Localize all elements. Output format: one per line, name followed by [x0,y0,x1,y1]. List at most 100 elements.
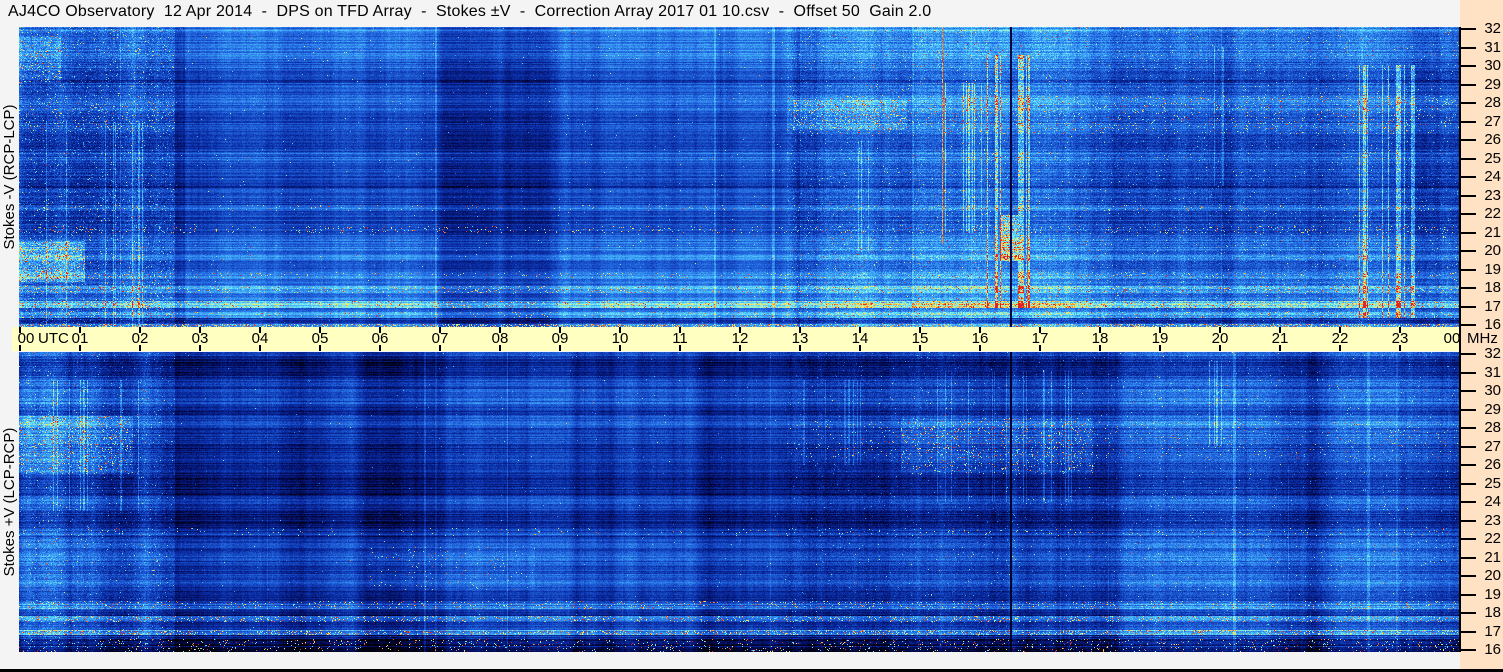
freq-label: 31 [1484,364,1501,381]
freq-tick [1460,594,1476,596]
utc-axis-label: UTC [38,330,69,347]
hour-label: 17 [1031,330,1049,347]
time-tick-top [679,327,681,333]
freq-label: 17 [1484,623,1501,640]
freq-label: 29 [1484,76,1501,93]
freq-label: 23 [1484,512,1501,529]
freq-label: 16 [1484,641,1501,658]
time-tick-bottom [379,345,381,351]
freq-label: 30 [1484,382,1501,399]
freq-label: 29 [1484,401,1501,418]
hour-label: 08 [491,330,509,347]
hour-label: 02 [131,330,149,347]
time-tick-top [319,327,321,333]
freq-label: 21 [1484,224,1501,241]
freq-label: 19 [1484,261,1501,278]
hour-label: 01 [71,330,89,347]
freq-tick [1460,575,1476,577]
freq-label: 25 [1484,475,1501,492]
time-tick-bottom [859,345,861,351]
time-tick-bottom [259,345,261,351]
time-tick-top [1279,327,1281,333]
freq-label: 16 [1484,316,1501,333]
freq-label: 20 [1484,567,1501,584]
time-tick-top [979,327,981,333]
time-tick-bottom [499,345,501,351]
freq-tick [1460,483,1476,485]
time-tick-top [139,327,141,333]
time-tick-bottom [619,345,621,351]
time-tick-bottom [1459,345,1461,351]
time-tick-top [739,327,741,333]
freq-label: 18 [1484,604,1501,621]
freq-label: 23 [1484,187,1501,204]
time-tick-bottom [1159,345,1161,351]
time-tick-bottom [199,345,201,351]
hour-label: 07 [431,330,449,347]
time-tick-top [439,327,441,333]
time-tick-bottom [739,345,741,351]
freq-label: 30 [1484,57,1501,74]
time-tick-top [499,327,501,333]
freq-tick [1460,649,1476,651]
time-tick-bottom [1279,345,1281,351]
time-tick-bottom [1039,345,1041,351]
time-tick-top [199,327,201,333]
freq-tick [1460,195,1476,197]
time-tick-bottom [1339,345,1341,351]
hour-label: 11 [672,330,688,347]
freq-label: 20 [1484,242,1501,259]
hour-label: 16 [971,330,989,347]
hour-label: 04 [251,330,269,347]
freq-tick [1460,287,1476,289]
freq-tick [1460,121,1476,123]
freq-tick [1460,176,1476,178]
time-tick-bottom [919,345,921,351]
hour-label: 05 [311,330,329,347]
time-tick-bottom [979,345,981,351]
spectrogram-panel-stokes-plus-v [19,352,1460,652]
panel-label-stokes-plus-v: Stokes +V (LCP-RCP) [1,427,18,577]
time-tick-top [619,327,621,333]
freq-tick [1460,269,1476,271]
freq-label: 25 [1484,150,1501,167]
time-tick-top [1099,327,1101,333]
freq-tick [1460,250,1476,252]
hour-label: 19 [1151,330,1169,347]
time-tick-top [919,327,921,333]
freq-label: 26 [1484,456,1501,473]
freq-label: 28 [1484,94,1501,111]
hour-label: 09 [551,330,569,347]
hour-label: 22 [1331,330,1349,347]
hour-label: 12 [731,330,749,347]
freq-label: 24 [1484,168,1501,185]
freq-tick [1460,557,1476,559]
time-tick-top [859,327,861,333]
freq-tick [1460,47,1476,49]
freq-tick [1460,84,1476,86]
freq-tick [1460,372,1476,374]
freq-tick [1460,65,1476,67]
time-tick-bottom [19,345,21,351]
freq-tick [1460,612,1476,614]
time-tick-top [379,327,381,333]
freq-label: 24 [1484,493,1501,510]
freq-tick [1460,232,1476,234]
hour-label: 00 [17,330,35,347]
mhz-axis-label: MHz [1467,330,1498,347]
freq-label: 27 [1484,438,1501,455]
time-axis-strip [12,327,1460,351]
freq-label: 28 [1484,419,1501,436]
freq-tick [1460,427,1476,429]
freq-tick [1460,464,1476,466]
time-tick-top [1459,327,1461,333]
freq-tick [1460,324,1476,326]
time-tick-bottom [439,345,441,351]
freq-label: 27 [1484,113,1501,130]
time-tick-top [559,327,561,333]
page-title: AJ4CO Observatory 12 Apr 2014 - DPS on T… [8,3,932,20]
time-tick-bottom [139,345,141,351]
time-tick-top [1039,327,1041,333]
time-tick-bottom [1399,345,1401,351]
